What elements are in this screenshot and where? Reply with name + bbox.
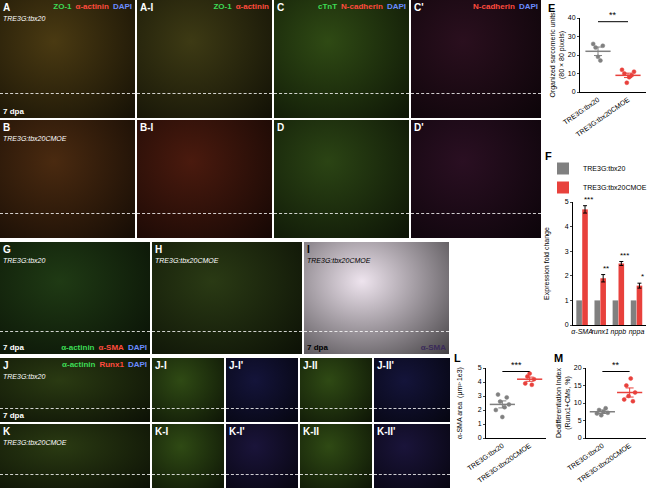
html-text:G: G — [3, 244, 11, 255]
svg-text:Expression fold change: Expression fold change — [543, 227, 551, 300]
html-text:TRE3G:tbx20CMOE: TRE3G:tbx20CMOE — [3, 439, 67, 446]
svg-text:3: 3 — [565, 248, 569, 255]
html-text:cTnT N-cadherin DAPI: cTnT N-cadherin DAPI — [318, 2, 406, 11]
html-text:J: J — [3, 360, 9, 371]
svg-text:1: 1 — [478, 420, 482, 427]
html-text:TRE3G:tbx20CMOE: TRE3G:tbx20CMOE — [155, 257, 219, 264]
svg-text:α-SMA area (μm²·1e3): α-SMA area (μm²·1e3) — [456, 367, 464, 439]
svg-text:**: ** — [609, 10, 617, 20]
html-text:7 dpa: 7 dpa — [3, 107, 24, 116]
html-text:N-cadherin DAPI: N-cadherin DAPI — [473, 2, 538, 11]
svg-text:TRE3G:tbx20CMOE: TRE3G:tbx20CMOE — [583, 184, 647, 191]
svg-text:1: 1 — [565, 297, 569, 304]
svg-text:10: 10 — [568, 70, 576, 77]
svg-text:nppb: nppb — [611, 328, 627, 336]
html-text:E: E — [548, 2, 556, 14]
svg-text:***: *** — [584, 195, 593, 204]
svg-text:5: 5 — [578, 417, 582, 424]
html-text:TRE3G:tbx20: TRE3G:tbx20 — [3, 373, 46, 380]
svg-text:20: 20 — [574, 364, 582, 371]
html-text:7 dpa: 7 dpa — [307, 343, 328, 352]
html-text:C: C — [277, 2, 285, 13]
svg-text:Dedifferentiation Index(Runx1+: Dedifferentiation Index(Runx1+CMs, %) — [555, 368, 572, 438]
html-text:J-I: J-I — [155, 360, 167, 371]
svg-text:α-SMA: α-SMA — [571, 328, 593, 335]
html-text:K: K — [3, 426, 11, 437]
html-text:7 dpa: 7 dpa — [3, 411, 24, 420]
html-text:ZO-1 α-actinin DAPI: ZO-1 α-actinin DAPI — [53, 2, 132, 11]
svg-text:40: 40 — [568, 14, 576, 21]
html-text:TRE3G:tbx20: TRE3G:tbx20 — [3, 15, 46, 22]
svg-text:**: ** — [603, 264, 609, 273]
svg-text:TRE3G:tbx20: TRE3G:tbx20 — [562, 96, 601, 126]
svg-text:5: 5 — [478, 364, 482, 371]
svg-text:TRE3G:tbx20CMOE: TRE3G:tbx20CMOE — [476, 442, 532, 484]
svg-text:TRE3G:tbx20: TRE3G:tbx20 — [566, 442, 605, 472]
svg-text:**: ** — [612, 360, 620, 370]
svg-text:4: 4 — [565, 223, 569, 230]
html-text:K-I: K-I — [155, 426, 169, 437]
html-text:A-I: A-I — [140, 2, 154, 13]
html-text:M: M — [554, 352, 564, 364]
svg-text:TRE3G:tbx20CMOE: TRE3G:tbx20CMOE — [576, 442, 632, 484]
svg-text:30: 30 — [568, 33, 576, 40]
html-text:L: L — [454, 352, 461, 364]
svg-text:TRE3G:tbx20: TRE3G:tbx20 — [466, 442, 505, 472]
svg-text:10: 10 — [574, 399, 582, 406]
html-text:TRE3G:tbx20CMOE: TRE3G:tbx20CMOE — [307, 257, 371, 264]
svg-text:0: 0 — [572, 88, 576, 95]
html-text:D: D — [277, 122, 285, 133]
svg-text:0: 0 — [478, 434, 482, 441]
svg-text:0: 0 — [565, 321, 569, 328]
html-text:I: I — [307, 244, 310, 255]
svg-text:***: *** — [511, 360, 522, 370]
svg-text:2: 2 — [565, 272, 569, 279]
svg-text:0: 0 — [578, 434, 582, 441]
svg-text:*: * — [641, 272, 644, 281]
svg-text:3: 3 — [478, 392, 482, 399]
html-text:F: F — [545, 150, 552, 162]
svg-text:nppa: nppa — [629, 328, 645, 336]
html-text:K-I': K-I' — [229, 426, 245, 437]
html-text:B: B — [3, 122, 11, 133]
html-text:7 dpa: 7 dpa — [3, 343, 24, 352]
html-text:C': C' — [414, 2, 424, 13]
svg-text:runx1: runx1 — [591, 328, 609, 335]
svg-text:Organized sarcomeric units(80: Organized sarcomeric units(80 × 80 pixel… — [549, 12, 566, 98]
html-text:α-actinin α-SMA DAPI: α-actinin α-SMA DAPI — [61, 343, 147, 352]
html-text:J-II': J-II' — [377, 360, 394, 371]
html-text:H: H — [155, 244, 163, 255]
svg-text:***: *** — [620, 251, 629, 260]
html-text:TRE3G:tbx20: TRE3G:tbx20 — [3, 257, 46, 264]
html-text:α-actinin Runx1 DAPI: α-actinin Runx1 DAPI — [62, 360, 147, 369]
html-text:α-SMA: α-SMA — [420, 343, 446, 352]
html-text:A: A — [3, 2, 11, 13]
html-text:J-II: J-II — [303, 360, 318, 371]
svg-text:5: 5 — [565, 198, 569, 205]
html-text:K-II: K-II — [303, 426, 320, 437]
html-text:TRE3G:tbx20CMOE: TRE3G:tbx20CMOE — [3, 135, 67, 142]
svg-text:TRE3G:tbx20CMOE: TRE3G:tbx20CMOE — [575, 96, 631, 138]
svg-text:TRE3G:tbx20: TRE3G:tbx20 — [583, 165, 626, 172]
svg-text:4: 4 — [478, 378, 482, 385]
html-text:D': D' — [414, 122, 424, 133]
svg-text:20: 20 — [568, 51, 576, 58]
svg-text:15: 15 — [574, 382, 582, 389]
html-text:ZO-1 α-actinin: ZO-1 α-actinin — [213, 2, 269, 11]
html-text:K-II': K-II' — [377, 426, 396, 437]
svg-text:2: 2 — [478, 406, 482, 413]
html-text:B-I: B-I — [140, 122, 154, 133]
html-text:J-I': J-I' — [229, 360, 244, 371]
